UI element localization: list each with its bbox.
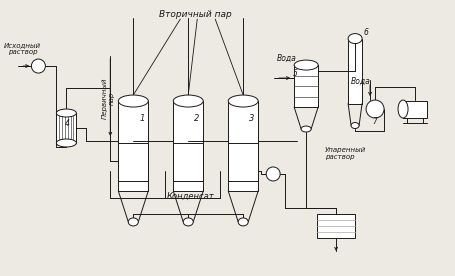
Text: Исходный
раствор: Исходный раствор (4, 42, 41, 55)
Bar (317, 214, 355, 238)
Text: Вода: Вода (351, 76, 371, 86)
Ellipse shape (301, 126, 311, 132)
Text: 3: 3 (249, 114, 254, 123)
Ellipse shape (173, 95, 203, 107)
Ellipse shape (398, 100, 408, 118)
Text: 6: 6 (363, 28, 368, 37)
Text: Упаренный
раствор: Упаренный раствор (325, 147, 366, 160)
Bar (118, 101, 148, 191)
Bar (294, 65, 318, 107)
Ellipse shape (118, 95, 148, 107)
Bar (173, 101, 203, 191)
Text: 5: 5 (293, 69, 298, 78)
Ellipse shape (56, 139, 76, 147)
Bar (348, 39, 362, 104)
Bar (403, 101, 427, 118)
Bar (118, 143, 148, 181)
Ellipse shape (266, 167, 280, 181)
Text: Вода: Вода (277, 54, 297, 63)
Bar (228, 101, 258, 191)
Ellipse shape (238, 218, 248, 226)
Ellipse shape (351, 123, 359, 129)
Text: Конденсат: Конденсат (167, 192, 214, 200)
Ellipse shape (348, 34, 362, 44)
Ellipse shape (56, 109, 76, 117)
Ellipse shape (366, 100, 384, 118)
Text: 7: 7 (372, 117, 377, 126)
Text: Первичный
пар: Первичный пар (102, 77, 115, 119)
Text: Вторичный пар: Вторичный пар (159, 10, 232, 18)
Ellipse shape (294, 60, 318, 70)
Text: 4: 4 (64, 119, 69, 128)
Text: 2: 2 (194, 114, 200, 123)
Ellipse shape (128, 218, 138, 226)
Ellipse shape (183, 218, 193, 226)
Bar (228, 143, 258, 181)
Text: 1: 1 (139, 114, 145, 123)
Bar (56, 113, 76, 143)
Bar (173, 143, 203, 181)
Ellipse shape (228, 95, 258, 107)
Ellipse shape (31, 59, 46, 73)
